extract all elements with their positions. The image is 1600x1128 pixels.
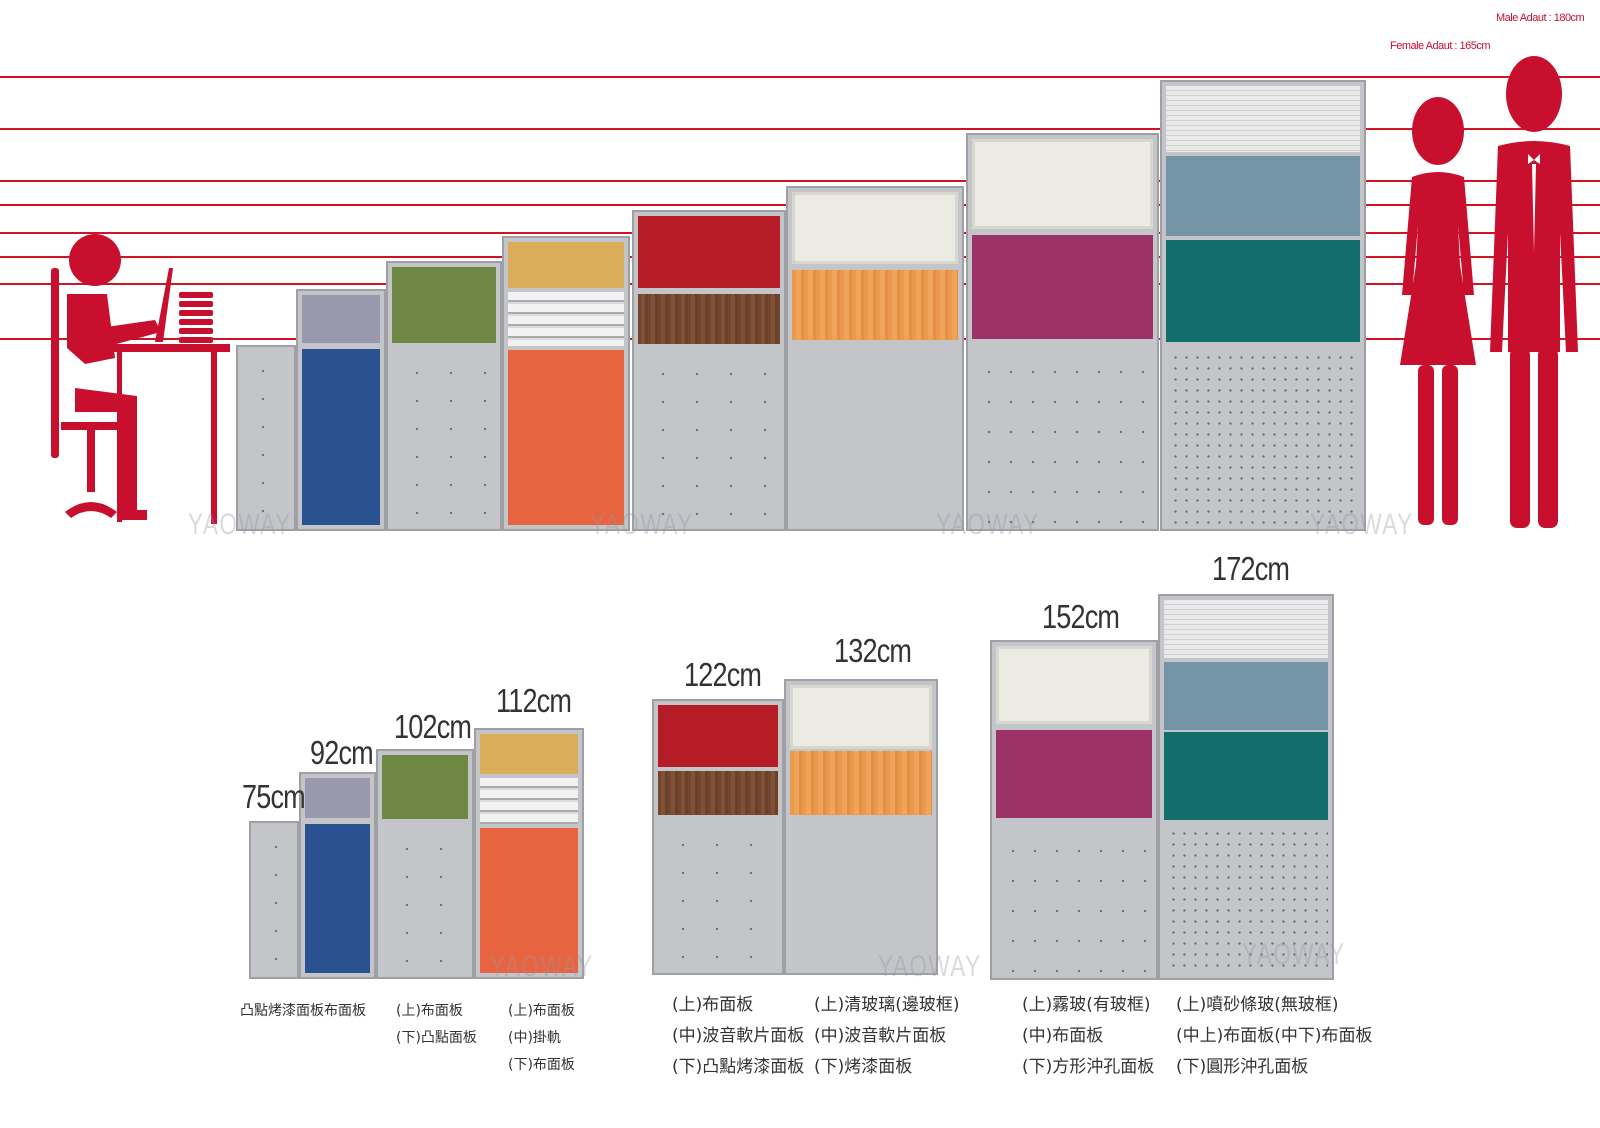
height-label: 102cm bbox=[394, 708, 472, 745]
guide-line bbox=[0, 76, 1600, 78]
laminate-segment bbox=[792, 270, 958, 340]
watermark: YAOWAY bbox=[878, 950, 982, 983]
fabric-segment bbox=[305, 824, 370, 973]
hanging-rail-segment bbox=[508, 292, 624, 346]
fabric-segment bbox=[996, 730, 1152, 818]
height-label: 172cm bbox=[1212, 550, 1290, 587]
component-label-92cm: 布面板 bbox=[324, 1003, 366, 1019]
male-figure-icon bbox=[1490, 56, 1578, 528]
height-label: 152cm bbox=[1042, 598, 1120, 635]
panel-152cm bbox=[966, 133, 1159, 531]
panel-132cm bbox=[786, 186, 964, 531]
panel-92cm bbox=[296, 289, 386, 531]
watermark: YAOWAY bbox=[590, 508, 694, 541]
fabric-segment bbox=[302, 349, 380, 525]
male-height-legend: Male Adaut : 180cm bbox=[1496, 12, 1585, 24]
perforated-segment bbox=[1164, 824, 1328, 974]
fabric-segment bbox=[658, 705, 778, 767]
watermark: YAOWAY bbox=[490, 950, 594, 983]
perforated-segment bbox=[392, 349, 496, 525]
watermark: YAOWAY bbox=[936, 508, 1040, 541]
panel-102cm bbox=[386, 261, 502, 531]
component-label-132cm: (上)清玻璃(邊玻框) (中)波音軟片面板 (下)烤漆面板 bbox=[814, 995, 960, 1077]
watermark: YAOWAY bbox=[188, 508, 292, 541]
female-figure-icon bbox=[1400, 97, 1476, 525]
fabric-segment bbox=[638, 216, 780, 288]
panel-132cm bbox=[784, 679, 938, 975]
fabric-segment bbox=[480, 828, 578, 973]
component-label-75cm: 凸點烤漆面板 bbox=[240, 1003, 324, 1019]
panel-172cm bbox=[1160, 80, 1366, 531]
component-label-122cm: (上)布面板 (中)波音軟片面板 (下)凸點烤漆面板 bbox=[672, 995, 805, 1077]
height-label: 75cm bbox=[242, 778, 306, 815]
glass-segment bbox=[1166, 86, 1360, 152]
panel-122cm bbox=[632, 210, 786, 531]
perforated-segment bbox=[638, 350, 780, 525]
panel-75cm bbox=[249, 821, 299, 979]
component-label-112cm: (上)布面板 (中)掛軌 (下)布面板 bbox=[508, 1003, 575, 1073]
glass-segment bbox=[1164, 600, 1328, 658]
height-label: 122cm bbox=[684, 656, 762, 693]
laminate-segment bbox=[658, 771, 778, 815]
height-label: 132cm bbox=[834, 632, 912, 669]
guide-line bbox=[0, 180, 1600, 182]
laminate-segment bbox=[638, 294, 780, 344]
height-label: 92cm bbox=[310, 734, 374, 771]
panel-75cm bbox=[236, 345, 296, 531]
perforated-segment bbox=[996, 824, 1152, 974]
panel-92cm bbox=[299, 772, 376, 979]
watermark: YAOWAY bbox=[1242, 938, 1346, 971]
fabric-segment bbox=[382, 755, 468, 819]
component-label-152cm: (上)霧玻(有玻框) (中)布面板 (下)方形沖孔面板 bbox=[1022, 995, 1155, 1077]
component-label-172cm: (上)噴砂條玻(無玻框) (中上)布面板(中下)布面板 (下)圓形沖孔面板 bbox=[1176, 995, 1373, 1077]
perforated-segment bbox=[658, 821, 778, 969]
perforated-segment bbox=[972, 345, 1153, 525]
panel-102cm bbox=[376, 749, 474, 979]
painted-segment bbox=[790, 819, 932, 969]
laminate-segment bbox=[790, 751, 932, 815]
fabric-segment bbox=[972, 235, 1153, 339]
fabric-segment bbox=[1164, 732, 1328, 820]
fabric-segment bbox=[508, 350, 624, 525]
panel-152cm bbox=[990, 640, 1158, 980]
hanging-rail-segment bbox=[480, 778, 578, 824]
panel-122cm bbox=[652, 699, 784, 975]
female-height-legend: Female Adaut : 165cm bbox=[1390, 40, 1491, 52]
component-label-102cm: (上)布面板 (下)凸點面板 bbox=[396, 1003, 477, 1046]
fabric-segment bbox=[1166, 240, 1360, 342]
fabric-segment bbox=[392, 267, 496, 343]
perforated-segment bbox=[382, 825, 468, 973]
watermark: YAOWAY bbox=[1310, 508, 1414, 541]
glass-segment bbox=[792, 192, 958, 264]
fabric-segment bbox=[1166, 156, 1360, 236]
height-label: 112cm bbox=[496, 682, 572, 719]
fabric-segment bbox=[508, 242, 624, 288]
guide-line bbox=[0, 128, 1600, 130]
panel-172cm bbox=[1158, 594, 1334, 980]
glass-segment bbox=[790, 685, 932, 749]
fabric-segment bbox=[302, 295, 380, 343]
seated-person-at-desk-icon bbox=[51, 234, 230, 524]
fabric-segment bbox=[480, 734, 578, 774]
perforated-segment bbox=[1166, 348, 1360, 525]
fabric-segment bbox=[1164, 662, 1328, 730]
panel-112cm bbox=[474, 728, 584, 979]
glass-segment bbox=[972, 139, 1153, 229]
panel-112cm bbox=[502, 236, 630, 531]
glass-segment bbox=[996, 646, 1152, 724]
fabric-segment bbox=[305, 778, 370, 818]
painted-segment bbox=[792, 346, 958, 525]
